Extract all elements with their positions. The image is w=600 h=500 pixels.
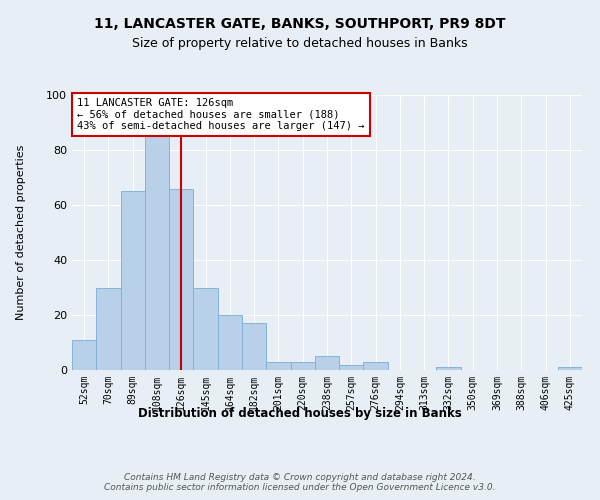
Text: Size of property relative to detached houses in Banks: Size of property relative to detached ho… (132, 38, 468, 51)
Bar (558, 367, 582, 370)
Bar (193, 288, 218, 370)
Bar (145, 136, 169, 370)
Bar (290, 362, 315, 370)
Text: Distribution of detached houses by size in Banks: Distribution of detached houses by size … (138, 408, 462, 420)
Bar (96, 288, 121, 370)
Bar (169, 188, 193, 370)
Bar (218, 315, 242, 370)
Y-axis label: Number of detached properties: Number of detached properties (16, 145, 26, 320)
Bar (339, 364, 364, 370)
Bar (266, 362, 290, 370)
Bar (72, 340, 96, 370)
Bar (315, 356, 339, 370)
Bar (121, 191, 145, 370)
Text: Contains HM Land Registry data © Crown copyright and database right 2024.
Contai: Contains HM Land Registry data © Crown c… (104, 472, 496, 492)
Bar (436, 367, 461, 370)
Bar (364, 362, 388, 370)
Bar (242, 324, 266, 370)
Text: 11 LANCASTER GATE: 126sqm
← 56% of detached houses are smaller (188)
43% of semi: 11 LANCASTER GATE: 126sqm ← 56% of detac… (77, 98, 365, 131)
Text: 11, LANCASTER GATE, BANKS, SOUTHPORT, PR9 8DT: 11, LANCASTER GATE, BANKS, SOUTHPORT, PR… (94, 18, 506, 32)
